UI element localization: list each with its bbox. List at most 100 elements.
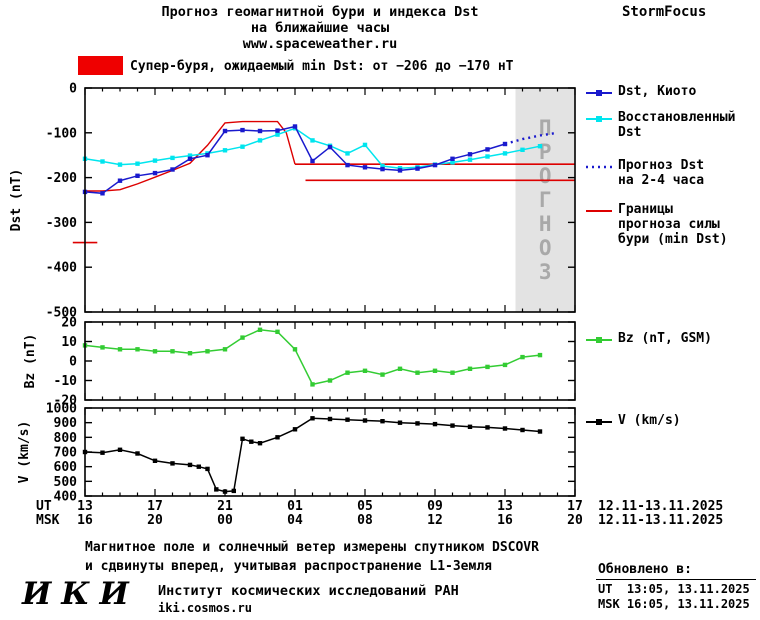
panel0-series4-marker [222, 148, 228, 153]
panel0-series4-marker [362, 142, 368, 148]
title-line1: Прогноз геомагнитной бури и индекса Dst [161, 4, 479, 20]
panel1-series0-marker [100, 345, 105, 350]
panel0-series5-marker [205, 153, 210, 158]
panel0-series5-marker [327, 144, 333, 150]
panel0-series4-marker [257, 138, 263, 143]
panel0-series4-marker [450, 160, 455, 165]
data-source-note: Магнитное поле и солнечный ветер измерен… [85, 538, 539, 576]
panel2-series0-marker [196, 464, 201, 469]
legend-bz: Bz (nT, GSM) [586, 331, 712, 346]
panel1-series0-marker [135, 347, 140, 352]
panel1-series0-marker [205, 349, 210, 354]
legend-bz-label: Bz (nT, GSM) [618, 331, 712, 346]
panel0-series4-marker [467, 157, 473, 162]
panel1-series0-marker [397, 366, 403, 371]
panel1-series0-marker [327, 378, 333, 383]
forecast-band-letter: Н [539, 212, 552, 236]
panel2-series0-marker [275, 435, 280, 440]
panel1-series0-line [84, 329, 541, 386]
ut-tick-label: 09 [427, 499, 443, 514]
dst-bounds-line-icon [586, 205, 612, 215]
y-tick-label: 10 [61, 335, 77, 350]
panel1-series0-marker [485, 364, 490, 370]
panel2-series0-marker [231, 488, 236, 494]
iki-logo: ИКИ [22, 576, 139, 612]
page-title: Прогноз геомагнитной бури и индекса Dst … [85, 4, 555, 52]
msk-tick-label: 04 [287, 513, 303, 528]
panel2-series0-marker [170, 461, 175, 466]
panel0-series5-marker [100, 191, 105, 196]
y-tick-label: -10 [54, 374, 78, 389]
panel0-series4-marker [152, 158, 158, 163]
panel2-ylabel: V (km/s) [17, 421, 32, 484]
ut-tick-label: 05 [357, 499, 373, 514]
panel2-series0-marker [345, 417, 350, 422]
forecast-band-letter: П [539, 116, 552, 140]
panel0-series4-marker [502, 151, 508, 156]
panel0-series5-marker [362, 165, 368, 170]
panel2-series0-marker [100, 450, 105, 455]
panel1-series0-marker [502, 362, 508, 368]
y-tick-label: -200 [46, 171, 77, 186]
msk-tick-label: 12 [427, 513, 443, 528]
storm-alert-text: Супер-буря, ожидаемый min Dst: от −206 д… [130, 59, 514, 74]
panel0-series4-marker [275, 132, 280, 137]
legend-dst-restored-label: Восстановленный Dst [618, 110, 736, 140]
legend-dst-forecast-label: Прогноз Dst на 2-4 часа [618, 158, 705, 188]
panel0-series5-marker [257, 128, 263, 134]
panel1-series0-marker [520, 354, 525, 360]
panel0-series5-marker [152, 170, 158, 176]
panel1-series0-marker [450, 370, 455, 375]
panel2-series0-marker [205, 466, 210, 472]
spaceweather-site-link[interactable]: www.spaceweather.ru [242, 36, 398, 52]
ut-date-range: 12.11-13.11.2025 [598, 499, 723, 514]
updated-ut: UT 13:05, 13.11.2025 [598, 582, 750, 596]
panel0-series4-marker [520, 147, 525, 152]
dst-restored-line-icon [586, 113, 612, 123]
panel0-series5-marker [187, 156, 193, 161]
panel0-series5-line [84, 125, 506, 195]
y-tick-label: 0 [69, 355, 77, 370]
panel2-series0-marker [397, 420, 403, 425]
panel0-series5-marker [467, 152, 473, 157]
panel1-series0-marker [310, 382, 315, 387]
panel0-series5-marker [415, 166, 420, 171]
y-tick-label: 500 [54, 475, 78, 490]
panel0-series4-marker [310, 138, 315, 143]
panel2-series0-marker [502, 426, 508, 431]
bz-line-icon [586, 334, 612, 344]
panel1-series0-marker [415, 370, 420, 375]
panel2-series0-marker [240, 436, 245, 441]
iki-site-link[interactable]: iki.cosmos.ru [158, 601, 252, 615]
msk-tick-label: 20 [147, 513, 163, 528]
panel0-series5-marker [222, 128, 228, 134]
legend-dst-kyoto-label: Dst, Киото [618, 84, 697, 99]
updated-divider [596, 579, 756, 580]
y-tick-label: 1000 [46, 402, 77, 417]
msk-tick-label: 16 [497, 513, 513, 528]
panel0-series5-marker [345, 162, 350, 168]
note-line1: Магнитное поле и солнечный ветер измерен… [85, 540, 539, 555]
y-tick-label: -20 [54, 394, 78, 409]
brand-stormfocus: StormFocus [622, 4, 707, 20]
updated-msk: MSK 16:05, 13.11.2025 [598, 597, 750, 611]
panel0-series5-marker [170, 167, 175, 172]
legend-dst-forecast: Прогноз Dst на 2-4 часа [586, 158, 704, 188]
y-tick-label: 400 [54, 490, 78, 505]
panel0-series5-marker [397, 168, 403, 173]
panel2-series0-line [84, 417, 541, 493]
panel0-series4-marker [485, 154, 490, 159]
panel1-series0-marker [152, 349, 158, 354]
panel0-series4-marker [537, 144, 543, 149]
panel2-series0-marker [187, 462, 193, 468]
panel1-series0-marker [362, 368, 368, 373]
panel2-series0-marker [310, 416, 315, 421]
panel1-series0-marker [432, 368, 438, 373]
panel0-frame [84, 87, 576, 313]
forecast-band-letter: Р [539, 140, 552, 164]
panel2-series0-marker [520, 427, 525, 433]
legend-dst-kyoto: Dst, Киото [586, 84, 696, 99]
panel0-series5-marker [240, 127, 245, 133]
panel1-series0-marker [240, 335, 245, 340]
